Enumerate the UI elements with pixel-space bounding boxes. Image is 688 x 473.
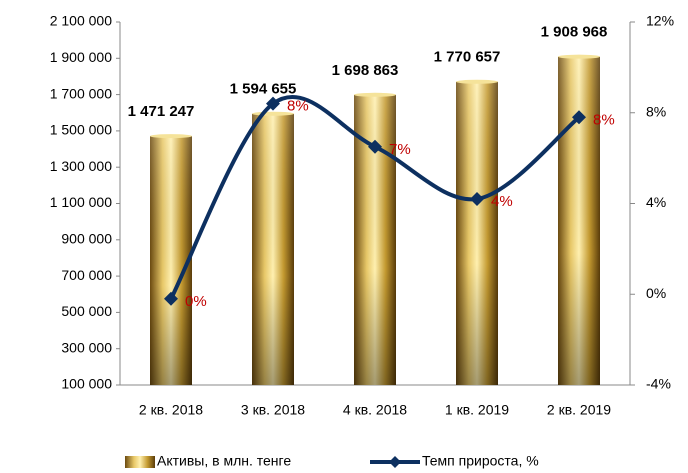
- y-tick-label: 1 900 000: [50, 49, 112, 65]
- legend-label: Активы, в млн. тенге: [157, 453, 291, 469]
- bar-shade: [558, 56, 600, 386]
- y-tick-label: 1 700 000: [50, 85, 112, 101]
- bar-value-label: 1 908 968: [541, 24, 608, 41]
- y-tick-label: 1 100 000: [50, 194, 112, 210]
- bar-value-label: 1 471 247: [128, 103, 195, 120]
- y-tick-label: 300 000: [61, 339, 112, 355]
- bar-shade: [252, 113, 294, 385]
- y2-tick-label: 12%: [646, 13, 674, 29]
- line-marker: [470, 191, 484, 206]
- bar-shade: [150, 136, 192, 385]
- legend-marker: [389, 456, 401, 468]
- y-tick-label: 700 000: [61, 267, 112, 283]
- x-tick-label: 1 кв. 2019: [445, 402, 509, 418]
- line-value-label: 8%: [287, 98, 309, 115]
- bar-value-label: 1 770 657: [434, 49, 501, 66]
- x-tick-label: 2 кв. 2018: [139, 402, 203, 418]
- line: [169, 94, 581, 300]
- line-value-label: 4%: [491, 193, 513, 210]
- bar-value-label: 1 594 655: [230, 81, 297, 98]
- x-tick-label: 4 кв. 2018: [343, 402, 407, 418]
- bar-cap: [456, 79, 498, 84]
- line-marker: [266, 96, 280, 111]
- legend-label: Темп прироста, %: [422, 453, 539, 469]
- bar-cap: [558, 54, 600, 59]
- line-marker: [572, 110, 586, 125]
- line-marker: [164, 291, 178, 306]
- line-marker: [368, 139, 382, 154]
- bar-cap: [354, 92, 396, 97]
- y-tick-label: 100 000: [61, 376, 112, 392]
- y-tick-label: 1 300 000: [50, 158, 112, 174]
- y-tick-label: 1 500 000: [50, 122, 112, 138]
- y-tick-label: 500 000: [61, 303, 112, 319]
- bar-cap: [150, 134, 192, 139]
- x-tick-label: 3 кв. 2018: [241, 402, 305, 418]
- line-value-label: 0%: [185, 293, 207, 310]
- line-value-label: 7%: [389, 141, 411, 158]
- y2-tick-label: 8%: [646, 103, 666, 119]
- y2-tick-label: -4%: [646, 376, 671, 392]
- legend-swatch: [125, 456, 155, 468]
- y-tick-label: 2 100 000: [50, 13, 112, 29]
- bar-value-label: 1 698 863: [332, 62, 399, 79]
- x-tick-label: 2 кв. 2019: [547, 402, 611, 418]
- y-tick-label: 900 000: [61, 231, 112, 247]
- y2-tick-label: 4%: [646, 194, 666, 210]
- line-value-label: 8%: [593, 111, 615, 128]
- y2-tick-label: 0%: [646, 285, 666, 301]
- bar-shade: [456, 81, 498, 385]
